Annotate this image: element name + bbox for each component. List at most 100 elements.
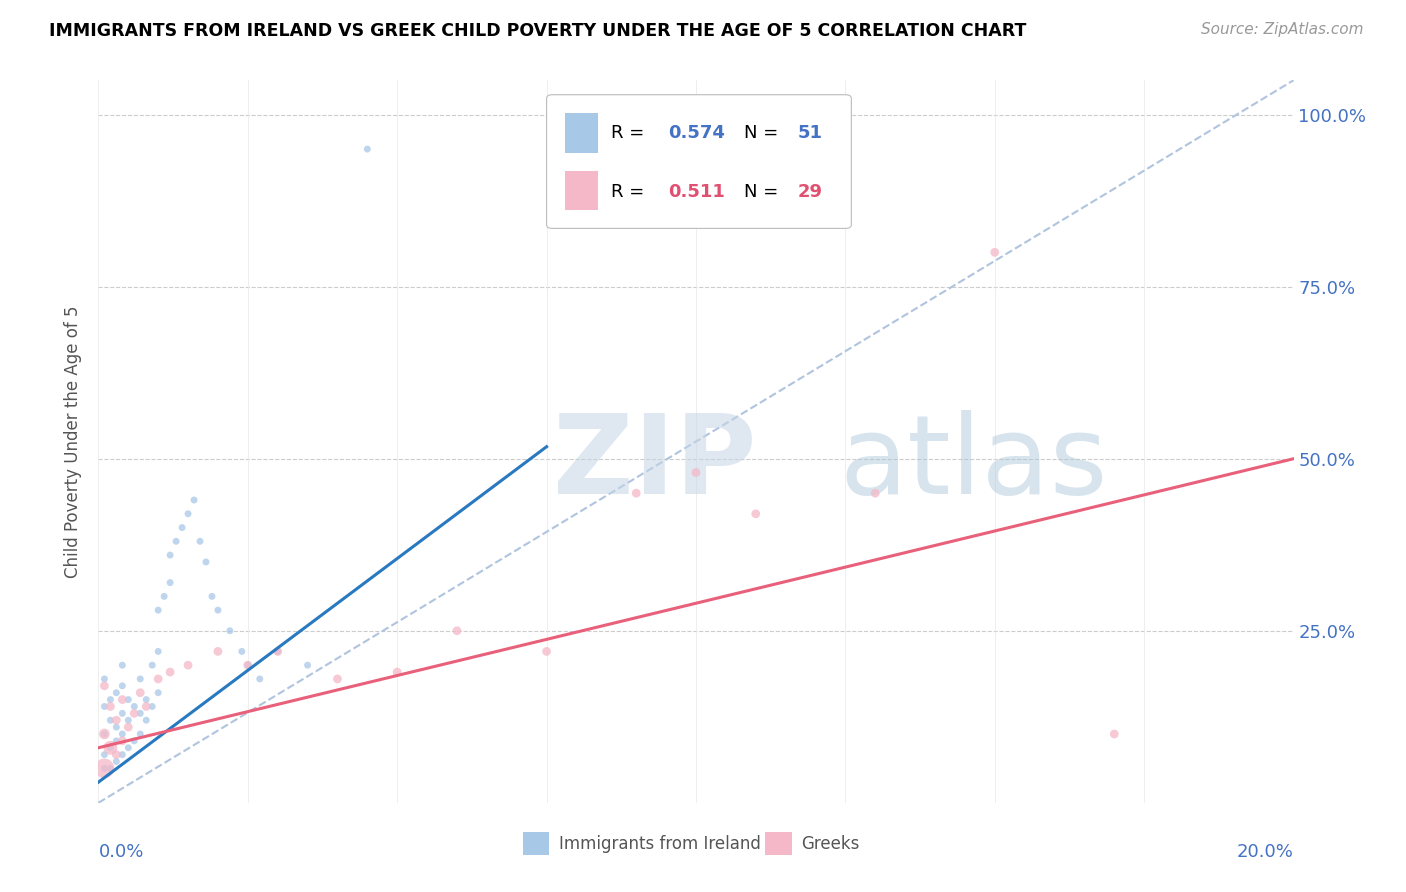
Point [135,713,157,727]
Point [626,486,648,500]
Point [105,747,128,762]
Point [267,644,290,658]
Point [984,245,1007,260]
Point [236,658,259,673]
Point [93,699,115,714]
Point [117,713,139,727]
Point [111,727,134,741]
Text: 20.0%: 20.0% [1237,843,1294,861]
Point [297,658,319,673]
Point [195,555,218,569]
Point [93,727,115,741]
Point [135,692,157,706]
Text: 0.574: 0.574 [668,124,725,142]
Point [159,665,181,679]
FancyBboxPatch shape [523,831,548,855]
FancyBboxPatch shape [765,831,792,855]
Point [124,699,146,714]
Point [105,686,128,700]
Point [93,672,115,686]
Text: N =: N = [744,183,783,202]
Point [117,740,139,755]
Point [98,699,122,714]
Point [141,699,163,714]
Point [111,658,134,673]
Text: R =: R = [612,124,650,142]
Point [177,507,200,521]
Point [745,507,768,521]
Point [129,672,152,686]
Text: N =: N = [744,124,783,142]
Point [172,520,194,534]
Point [536,644,558,658]
Point [111,679,134,693]
Text: R =: R = [612,183,650,202]
Point [129,706,152,721]
Text: atlas: atlas [839,409,1108,516]
FancyBboxPatch shape [547,95,852,228]
Point [165,534,187,549]
FancyBboxPatch shape [565,112,598,153]
Point [129,727,152,741]
Point [385,665,409,679]
Point [219,624,242,638]
Point [105,734,128,748]
FancyBboxPatch shape [565,170,598,211]
Point [105,713,128,727]
Point [159,575,181,590]
Point [159,548,181,562]
Text: Greeks: Greeks [801,835,859,853]
Point [148,672,170,686]
Point [98,692,122,706]
Point [1104,727,1126,741]
Point [148,603,170,617]
Text: Immigrants from Ireland: Immigrants from Ireland [558,835,761,853]
Point [267,644,290,658]
Text: IMMIGRANTS FROM IRELAND VS GREEK CHILD POVERTY UNDER THE AGE OF 5 CORRELATION CH: IMMIGRANTS FROM IRELAND VS GREEK CHILD P… [49,22,1026,40]
Y-axis label: Child Poverty Under the Age of 5: Child Poverty Under the Age of 5 [65,305,83,578]
Point [236,658,259,673]
Point [98,761,122,775]
Point [93,679,115,693]
Point [129,686,152,700]
Text: 51: 51 [797,124,823,142]
Point [98,740,122,755]
Text: 29: 29 [797,183,823,202]
Point [249,672,271,686]
Point [105,755,128,769]
Point [326,672,349,686]
Text: ZIP: ZIP [553,409,756,516]
Point [124,706,146,721]
Point [207,644,229,658]
Text: 0.511: 0.511 [668,183,725,202]
Point [188,534,211,549]
Point [207,603,229,617]
Point [356,142,378,156]
Point [93,761,115,775]
Point [117,692,139,706]
Point [177,658,200,673]
Point [124,734,146,748]
Point [105,720,128,734]
Point [148,644,170,658]
Point [111,706,134,721]
Point [183,493,205,508]
Point [111,747,134,762]
Point [111,734,134,748]
Point [93,761,115,775]
Point [231,644,253,658]
Point [135,699,157,714]
Point [153,590,176,604]
Text: 0.0%: 0.0% [98,843,143,861]
Point [111,692,134,706]
Point [446,624,468,638]
Point [98,713,122,727]
Point [93,727,115,741]
Point [93,747,115,762]
Point [865,486,887,500]
Point [201,590,224,604]
Text: Source: ZipAtlas.com: Source: ZipAtlas.com [1201,22,1364,37]
Point [148,686,170,700]
Point [117,720,139,734]
Point [141,658,163,673]
